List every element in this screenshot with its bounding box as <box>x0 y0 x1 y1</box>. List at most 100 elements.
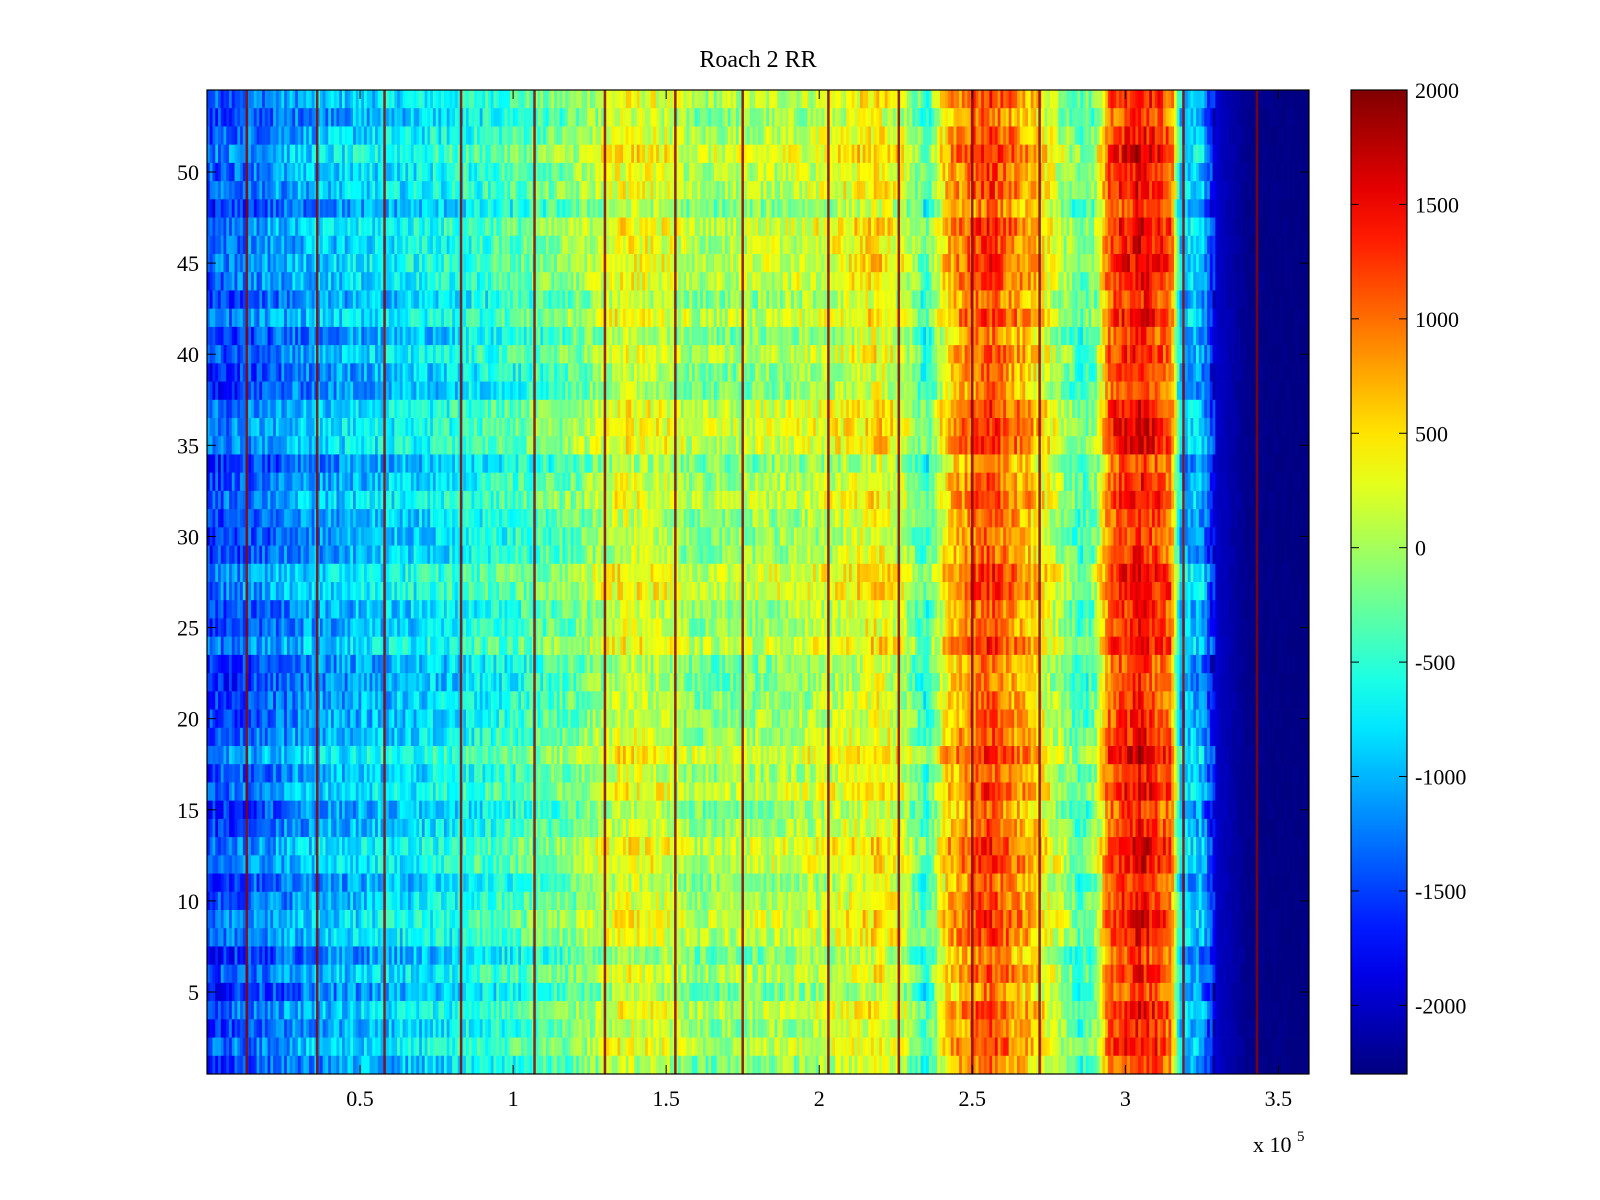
heatmap-cell <box>1096 162 1101 182</box>
heatmap-cell <box>328 254 332 273</box>
heatmap-cell <box>791 126 795 146</box>
heatmap-cell <box>884 290 888 310</box>
heatmap-cell <box>342 254 346 273</box>
heatmap-cell <box>421 144 426 164</box>
heatmap-cell <box>950 90 954 109</box>
heatmap-cell <box>667 235 671 255</box>
heatmap-cell <box>691 272 696 291</box>
heatmap-cell <box>840 162 844 182</box>
heatmap-cell <box>738 181 742 200</box>
heatmap-cell <box>796 217 800 237</box>
heatmap-cell <box>956 90 960 109</box>
heatmap-cell <box>488 217 492 237</box>
heatmap-cell <box>829 235 833 255</box>
heatmap-cell <box>631 126 635 146</box>
heatmap-cell <box>402 308 406 328</box>
heatmap-cell <box>441 126 445 146</box>
heatmap-cell <box>760 144 764 164</box>
heatmap-cell <box>441 199 445 218</box>
heatmap-cell <box>570 181 574 200</box>
heatmap-cell <box>994 254 999 273</box>
heatmap-cell <box>840 126 844 146</box>
heatmap-cell <box>284 90 288 109</box>
heatmap-cell <box>1074 144 1078 164</box>
heatmap-cell <box>972 254 977 273</box>
heatmap-cell <box>664 290 668 310</box>
heatmap-cell <box>1050 162 1054 182</box>
heatmap-cell <box>358 108 362 127</box>
heatmap-cell <box>730 144 734 164</box>
heatmap-cell <box>675 126 679 146</box>
heatmap-cell <box>1008 235 1012 255</box>
heatmap-cell <box>650 144 654 164</box>
heatmap-cell <box>628 90 632 109</box>
heatmap-cell <box>694 162 698 182</box>
heatmap-cell <box>1196 217 1200 237</box>
heatmap-cell <box>419 144 423 164</box>
heatmap-cell <box>909 144 913 164</box>
heatmap-cell <box>1275 272 1280 291</box>
heatmap-cell <box>281 254 285 273</box>
heatmap-cell <box>909 90 913 109</box>
heatmap-cell <box>526 144 530 164</box>
heatmap-cell <box>1085 199 1089 218</box>
heatmap-cell <box>994 181 999 200</box>
heatmap-cell <box>496 290 500 310</box>
heatmap-cell <box>802 108 806 127</box>
heatmap-cell <box>322 308 326 328</box>
heatmap-cell <box>1256 108 1260 127</box>
heatmap-cell <box>1140 199 1145 218</box>
heatmap-cell <box>242 254 246 273</box>
heatmap-cell <box>226 144 230 164</box>
heatmap-cell <box>697 290 701 310</box>
heatmap-cell <box>490 90 494 109</box>
heatmap-cell <box>1129 162 1134 182</box>
heatmap-cell <box>1047 126 1051 146</box>
heatmap-cell <box>499 254 503 273</box>
heatmap-cell <box>399 254 403 273</box>
heatmap-cell <box>319 308 324 328</box>
heatmap-cell <box>1289 90 1293 109</box>
heatmap-cell <box>815 199 820 218</box>
heatmap-cell <box>471 235 475 255</box>
heatmap-cell <box>697 308 701 328</box>
heatmap-cell <box>848 126 853 146</box>
heatmap-cell <box>336 290 340 310</box>
heatmap-cell <box>369 181 373 200</box>
heatmap-cell <box>1242 126 1247 146</box>
heatmap-cell <box>512 90 516 109</box>
heatmap-cell <box>286 308 291 328</box>
heatmap-cell <box>818 144 822 164</box>
heatmap-cell <box>386 144 390 164</box>
heatmap-cell <box>424 144 428 164</box>
heatmap-cell <box>556 308 561 328</box>
heatmap-cell <box>432 199 437 218</box>
heatmap-cell <box>1251 290 1255 310</box>
heatmap-cell <box>1162 126 1167 146</box>
heatmap-cell <box>986 181 990 200</box>
heatmap-cell <box>259 254 263 273</box>
heatmap-cell <box>526 90 530 109</box>
heatmap-cell <box>567 181 572 200</box>
heatmap-cell <box>904 108 908 127</box>
heatmap-cell <box>311 162 315 182</box>
heatmap-cell <box>611 254 616 273</box>
heatmap-cell <box>231 126 235 146</box>
heatmap-cell <box>449 144 453 164</box>
heatmap-cell <box>763 126 767 146</box>
heatmap-cell <box>319 235 324 255</box>
heatmap-cell <box>565 181 569 200</box>
heatmap-cell <box>262 272 266 291</box>
heatmap-cell <box>956 181 960 200</box>
heatmap-cell <box>804 235 808 255</box>
heatmap-cell <box>325 126 329 146</box>
heatmap-cell <box>661 235 665 255</box>
heatmap-cell <box>923 90 927 109</box>
heatmap-cell <box>1124 144 1128 164</box>
heatmap-cell <box>207 290 211 310</box>
heatmap-cell <box>639 108 643 127</box>
heatmap-cell <box>554 162 558 182</box>
heatmap-cell <box>931 235 935 255</box>
heatmap-cell <box>804 90 808 109</box>
heatmap-cell <box>1014 254 1018 273</box>
